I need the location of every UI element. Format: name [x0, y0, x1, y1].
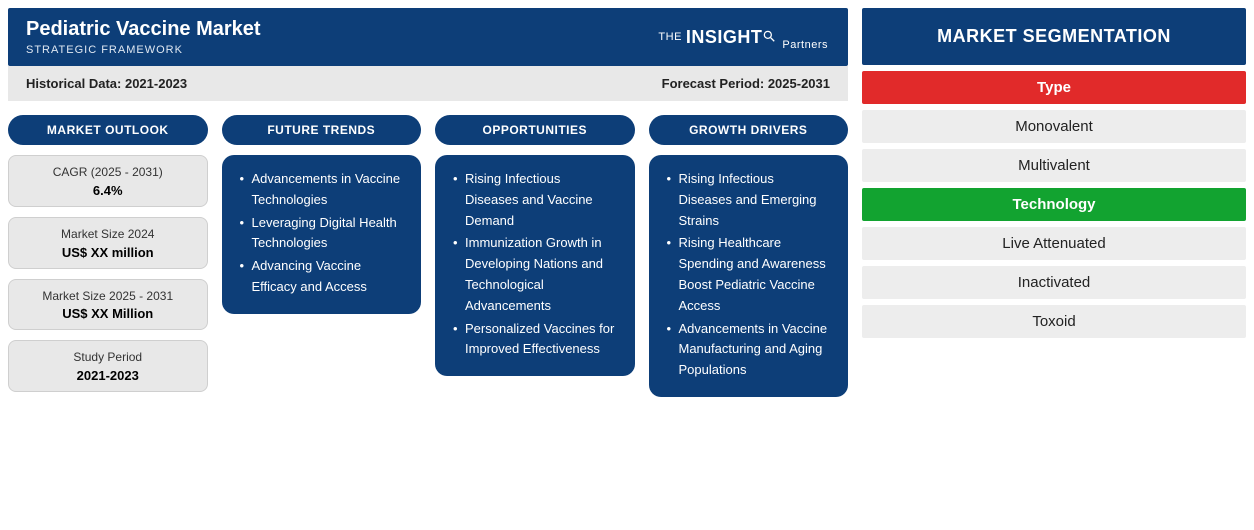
- header-bar: Pediatric Vaccine Market STRATEGIC FRAME…: [8, 8, 848, 66]
- insight-partners-logo: THE INSIGHT Partners: [658, 27, 830, 48]
- opportunities-pill: OPPORTUNITIES: [435, 115, 635, 145]
- page-title: Pediatric Vaccine Market: [26, 18, 261, 41]
- list-item: Immunization Growth in Developing Nation…: [453, 233, 617, 316]
- stat-label: Market Size 2024: [19, 226, 197, 243]
- segmentation-item: Multivalent: [862, 149, 1246, 182]
- future-trends-box: Advancements in Vaccine Technologies Lev…: [222, 155, 422, 314]
- segmentation-item: Monovalent: [862, 110, 1246, 143]
- logo-partners: Partners: [782, 39, 828, 51]
- market-outlook-column: MARKET OUTLOOK CAGR (2025 - 2031) 6.4% M…: [8, 115, 208, 522]
- list-item: Rising Infectious Diseases and Emerging …: [667, 169, 831, 231]
- segmentation-item: Live Attenuated: [862, 227, 1246, 260]
- stat-box-study-period: Study Period 2021-2023: [8, 340, 208, 392]
- list-item: Personalized Vaccines for Improved Effec…: [453, 319, 617, 361]
- columns-container: MARKET OUTLOOK CAGR (2025 - 2031) 6.4% M…: [8, 115, 848, 522]
- segmentation-category-technology: Technology: [862, 188, 1246, 221]
- growth-drivers-box: Rising Infectious Diseases and Emerging …: [649, 155, 849, 397]
- stat-box-size-2025-2031: Market Size 2025 - 2031 US$ XX Million: [8, 279, 208, 331]
- future-trends-pill: FUTURE TRENDS: [222, 115, 422, 145]
- forecast-period-label: Forecast Period: 2025-2031: [662, 76, 830, 91]
- list-item: Rising Infectious Diseases and Vaccine D…: [453, 169, 617, 231]
- logo-insight: INSIGHT: [686, 27, 763, 48]
- stat-value: 2021-2023: [19, 368, 197, 383]
- header-text-block: Pediatric Vaccine Market STRATEGIC FRAME…: [26, 18, 261, 56]
- growth-drivers-column: GROWTH DRIVERS Rising Infectious Disease…: [649, 115, 849, 522]
- stat-label: CAGR (2025 - 2031): [19, 164, 197, 181]
- growth-drivers-pill: GROWTH DRIVERS: [649, 115, 849, 145]
- meta-bar: Historical Data: 2021-2023 Forecast Peri…: [8, 66, 848, 101]
- strategic-framework-panel: Pediatric Vaccine Market STRATEGIC FRAME…: [8, 8, 848, 522]
- page-subtitle: STRATEGIC FRAMEWORK: [26, 44, 261, 56]
- segmentation-header: MARKET SEGMENTATION: [862, 8, 1246, 65]
- magnifier-icon: [762, 29, 776, 43]
- list-item: Advancements in Vaccine Technologies: [240, 169, 404, 211]
- future-trends-column: FUTURE TRENDS Advancements in Vaccine Te…: [222, 115, 422, 522]
- segmentation-item: Toxoid: [862, 305, 1246, 338]
- stat-box-cagr: CAGR (2025 - 2031) 6.4%: [8, 155, 208, 207]
- stat-label: Study Period: [19, 349, 197, 366]
- stat-box-size-2024: Market Size 2024 US$ XX million: [8, 217, 208, 269]
- opportunities-box: Rising Infectious Diseases and Vaccine D…: [435, 155, 635, 376]
- segmentation-category-type: Type: [862, 71, 1246, 104]
- stat-value: 6.4%: [19, 183, 197, 198]
- stat-label: Market Size 2025 - 2031: [19, 288, 197, 305]
- stat-value: US$ XX Million: [19, 306, 197, 321]
- logo-the: THE: [658, 31, 682, 43]
- list-item: Advancements in Vaccine Manufacturing an…: [667, 319, 831, 381]
- list-item: Advancing Vaccine Efficacy and Access: [240, 256, 404, 298]
- historical-data-label: Historical Data: 2021-2023: [26, 76, 187, 91]
- market-outlook-pill: MARKET OUTLOOK: [8, 115, 208, 145]
- market-segmentation-panel: MARKET SEGMENTATION Type Monovalent Mult…: [862, 8, 1246, 522]
- segmentation-item: Inactivated: [862, 266, 1246, 299]
- stat-value: US$ XX million: [19, 245, 197, 260]
- list-item: Leveraging Digital Health Technologies: [240, 213, 404, 255]
- list-item: Rising Healthcare Spending and Awareness…: [667, 233, 831, 316]
- opportunities-column: OPPORTUNITIES Rising Infectious Diseases…: [435, 115, 635, 522]
